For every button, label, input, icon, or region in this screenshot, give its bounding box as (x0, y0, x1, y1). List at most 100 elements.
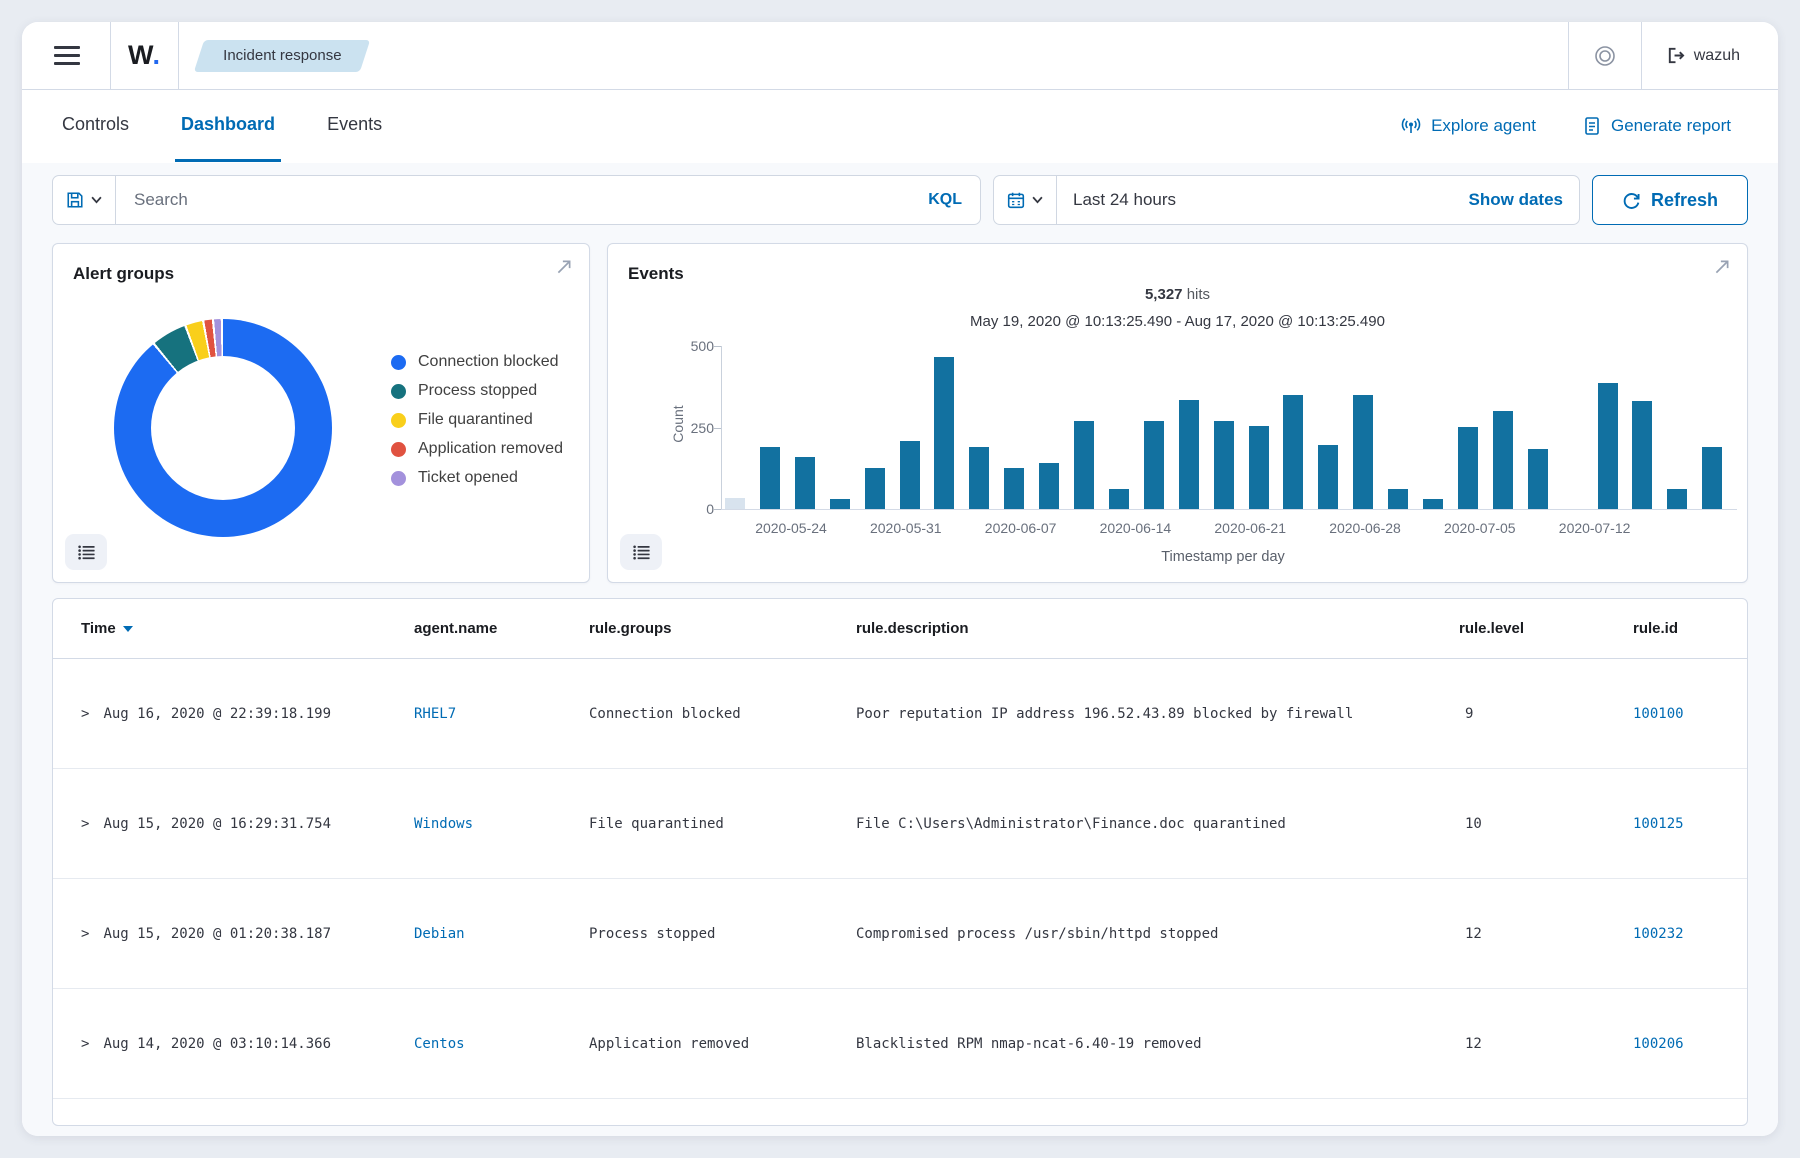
histogram-bar[interactable] (1214, 421, 1234, 509)
legend-item[interactable]: Connection blocked (391, 353, 563, 371)
column-label: rule.groups (589, 620, 672, 637)
histogram-bar[interactable] (1388, 489, 1408, 509)
histogram-bar[interactable] (795, 457, 815, 509)
histogram-bar[interactable] (1004, 468, 1024, 509)
legend-dot (391, 355, 406, 370)
histogram-bar[interactable] (1702, 447, 1722, 509)
x-tick-label: 2020-06-07 (966, 520, 1076, 536)
column-label: rule.description (856, 620, 969, 637)
y-tick-label: 0 (674, 501, 714, 517)
legend-dot (391, 413, 406, 428)
histogram-bar[interactable] (1353, 395, 1373, 509)
histogram-bar[interactable] (830, 499, 850, 509)
column-header-agent-name: agent.name (414, 620, 589, 637)
cell-rule-description: Compromised process /usr/sbin/httpd stop… (856, 926, 1459, 942)
histogram-bar[interactable] (969, 447, 989, 509)
histogram-bar[interactable] (1318, 445, 1338, 509)
legend-item[interactable]: Ticket opened (391, 469, 563, 487)
tab-dashboard[interactable]: Dashboard (175, 90, 281, 162)
histogram-bar[interactable] (1667, 489, 1687, 509)
histogram-bar[interactable] (865, 468, 885, 509)
legend-label: Connection blocked (418, 353, 559, 371)
expand-panel-icon[interactable] (1713, 258, 1733, 278)
row-expand-icon[interactable]: > (81, 926, 89, 942)
x-axis-title: Timestamp per day (923, 549, 1523, 565)
y-tick-label: 250 (674, 420, 714, 436)
legend-item[interactable]: Process stopped (391, 382, 563, 400)
histogram-bar[interactable] (1283, 395, 1303, 509)
column-header-rule-id: rule.id (1633, 620, 1731, 637)
histogram-bar[interactable] (1179, 400, 1199, 509)
legend-toggle-button[interactable] (65, 534, 107, 570)
search-input[interactable] (116, 190, 928, 210)
row-expand-icon[interactable]: > (81, 1036, 89, 1052)
histogram-bar[interactable] (1144, 421, 1164, 509)
histogram-bar[interactable] (760, 447, 780, 509)
events-bar-chart[interactable] (721, 346, 1724, 509)
cell-agent-name-link[interactable]: Debian (414, 926, 465, 942)
generate-report-button[interactable]: Generate report (1582, 116, 1731, 136)
histogram-bar[interactable] (1109, 489, 1129, 509)
histogram-bar[interactable] (1039, 463, 1059, 509)
sort-desc-icon (123, 626, 133, 632)
date-quick-menu[interactable] (994, 176, 1057, 224)
wazuh-logo[interactable]: W. (111, 40, 178, 71)
breadcrumb[interactable]: Incident response (193, 40, 370, 72)
panel-title: Events (628, 264, 684, 284)
histogram-bar[interactable] (1528, 449, 1548, 509)
histogram-bar[interactable] (900, 441, 920, 509)
row-expand-icon[interactable]: > (81, 816, 89, 832)
chart-date-range: May 19, 2020 @ 10:13:25.490 - Aug 17, 20… (608, 313, 1747, 330)
histogram-bar[interactable] (725, 498, 745, 509)
histogram-bar[interactable] (1423, 499, 1443, 509)
chevron-down-icon (1032, 196, 1043, 204)
explore-agent-button[interactable]: Explore agent (1400, 115, 1536, 137)
legend-item[interactable]: File quarantined (391, 411, 563, 429)
saved-query-menu[interactable] (53, 176, 116, 224)
legend-label: File quarantined (418, 411, 533, 429)
app-window: W. Incident response wazuh Controls Dashb… (22, 22, 1778, 1136)
logout-button[interactable]: wazuh (1642, 46, 1740, 65)
top-bar: W. Incident response wazuh (22, 22, 1778, 90)
tabs-row: Controls Dashboard Events Explore agent (22, 90, 1778, 162)
cell-agent-name-link[interactable]: Centos (414, 1036, 465, 1052)
cell-rule-id-link[interactable]: 100232 (1633, 926, 1684, 942)
table-row: >Aug 15, 2020 @ 16:29:31.754WindowsFile … (53, 769, 1747, 879)
row-expand-icon[interactable]: > (81, 706, 89, 722)
module-tabs: Controls Dashboard Events (56, 90, 388, 162)
histogram-bar[interactable] (934, 357, 954, 509)
refresh-button[interactable]: Refresh (1592, 175, 1748, 225)
tab-events[interactable]: Events (321, 90, 388, 162)
show-dates-button[interactable]: Show dates (1469, 190, 1579, 210)
histogram-bar[interactable] (1249, 426, 1269, 509)
cell-agent-name-link[interactable]: RHEL7 (414, 706, 456, 722)
menu-icon[interactable] (54, 35, 96, 77)
tab-controls[interactable]: Controls (56, 90, 135, 162)
cell-time: Aug 15, 2020 @ 01:20:38.187 (103, 926, 331, 942)
legend-item[interactable]: Application removed (391, 440, 563, 458)
column-header-rule-level: rule.level (1459, 620, 1633, 637)
cell-rule-id-link[interactable]: 100206 (1633, 1036, 1684, 1052)
cell-rule-id-link[interactable]: 100100 (1633, 706, 1684, 722)
histogram-bar[interactable] (1458, 427, 1478, 509)
logout-icon (1666, 46, 1685, 65)
histogram-bar[interactable] (1632, 401, 1652, 509)
save-query-icon (66, 191, 84, 209)
alert-groups-donut-chart[interactable] (114, 319, 332, 537)
expand-panel-icon[interactable] (555, 258, 575, 278)
cell-rule-id-link[interactable]: 100125 (1633, 816, 1684, 832)
events-panel: Events 5,327 hits May 19, 2020 @ 10:13:2… (607, 243, 1748, 583)
cell-rule-groups: Connection blocked (589, 706, 856, 722)
histogram-bar[interactable] (1493, 411, 1513, 509)
histogram-bar[interactable] (1074, 421, 1094, 509)
x-tick-label: 2020-05-24 (736, 520, 846, 536)
cell-time: Aug 14, 2020 @ 03:10:14.366 (103, 1036, 331, 1052)
cell-agent-name-link[interactable]: Windows (414, 816, 473, 832)
cell-rule-level: 12 (1459, 926, 1633, 942)
health-ring-icon[interactable] (1593, 44, 1617, 68)
histogram-bar[interactable] (1598, 383, 1618, 509)
legend-toggle-button[interactable] (620, 534, 662, 570)
column-header-time[interactable]: Time (81, 620, 414, 637)
time-range-value[interactable]: Last 24 hours (1057, 190, 1469, 210)
kql-button[interactable]: KQL (928, 191, 980, 209)
